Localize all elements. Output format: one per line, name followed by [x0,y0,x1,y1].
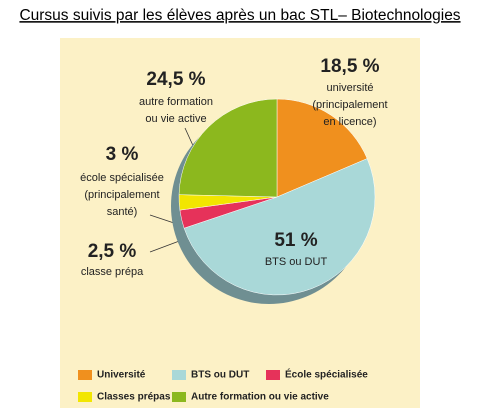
slice-label: BTS ou DUT [265,256,328,268]
legend-swatch [78,370,92,380]
legend-swatch [172,370,186,380]
value-label: 3 % [106,144,139,165]
legend-label: Autre formation ou vie active [191,392,329,403]
legend-swatch [266,370,280,380]
legend-label: Université [97,370,146,381]
value-label: 51 % [274,230,317,251]
pie-slice [183,158,376,296]
pie-slice [276,98,368,198]
value-label: 24,5 % [146,69,205,90]
legend-label: BTS ou DUT [191,370,249,381]
slice-label: université [326,82,373,94]
value-label: 2,5 % [88,241,137,262]
slice-label: santé) [107,206,138,218]
slice-label: (principalement [84,189,159,201]
slice-label: école spécialisée [80,172,164,184]
slice-label: ou vie active [145,113,206,125]
slice-label: en licence) [323,116,376,128]
slice-label: (principalement [312,99,387,111]
legend-label: École spécialisée [285,368,368,381]
legend-swatch [172,392,186,402]
pie-slice [178,98,278,198]
leader-line [149,239,183,253]
slice-label: classe prépa [81,266,144,278]
chart-title: Cursus suivis par les élèves après un ba… [19,7,460,24]
legend-swatch [78,392,92,402]
value-label: 18,5 % [320,56,379,77]
legend-label: Classes prépas [97,392,171,403]
slice-label: autre formation [139,96,213,108]
